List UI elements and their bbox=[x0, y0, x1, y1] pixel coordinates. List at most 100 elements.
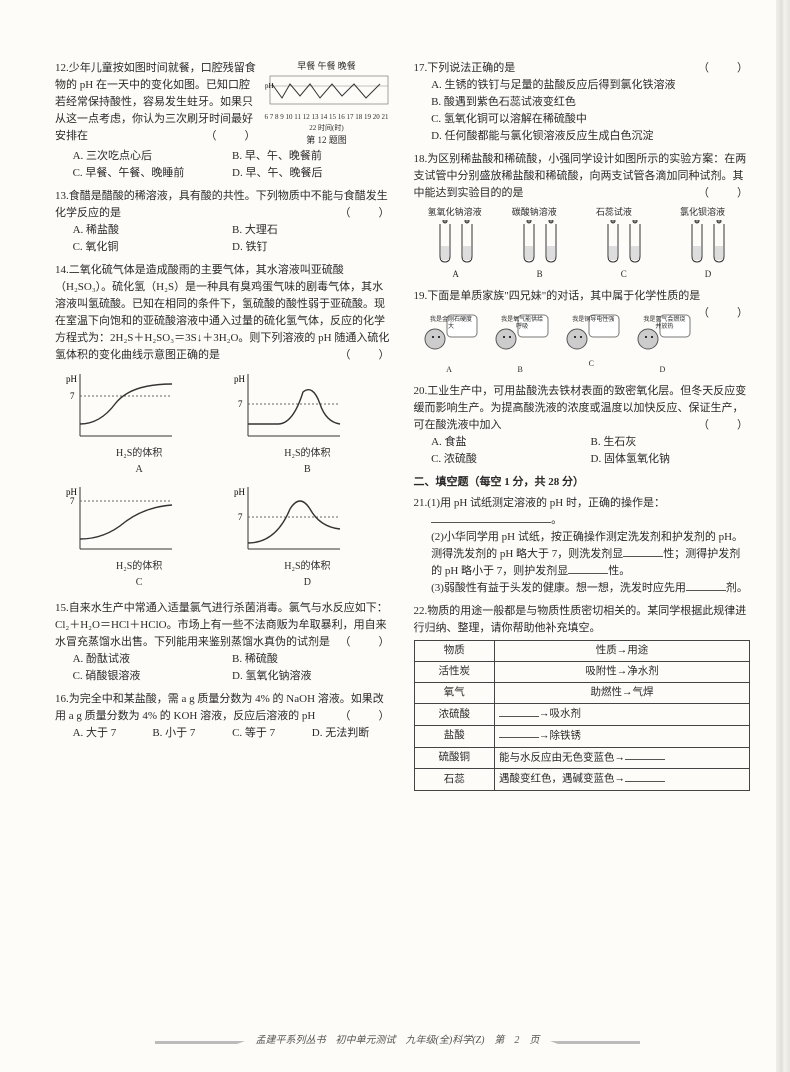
q18-tube-c: 石蕊试液 C bbox=[596, 206, 652, 282]
left-column: 早餐 午餐 晚餐 pH 6 7 8 9 10 11 12 13 14 15 16… bbox=[55, 60, 392, 797]
two-column-layout: 早餐 午餐 晚餐 pH 6 7 8 9 10 11 12 13 14 15 16… bbox=[55, 60, 750, 797]
q19-text: 下面是单质家族"四兄妹"的对话，其中属于化学性质的是 bbox=[427, 290, 700, 302]
q15-opt-b: B. 稀硫酸 bbox=[232, 651, 391, 668]
q22-blank-3 bbox=[625, 750, 665, 760]
q15-opt-a: A. 酚酞试液 bbox=[73, 651, 232, 668]
q22-r2c0: 浓硫酸 bbox=[414, 704, 495, 726]
q22-r2c1: →吸水剂 bbox=[539, 709, 581, 720]
q16-opt-c: C. 等于 7 bbox=[232, 725, 312, 742]
q22-r5c0: 石蕊 bbox=[414, 769, 495, 791]
q21-blank-3 bbox=[568, 563, 608, 574]
q14-num: 14. bbox=[55, 264, 69, 276]
q17-paren: （ ） bbox=[698, 60, 750, 77]
q15-paren: （ ） bbox=[340, 634, 392, 651]
q18-tube-a: 氢氧化钠溶液 A bbox=[428, 206, 484, 282]
q12-fig-axis: 6 7 8 9 10 11 12 13 14 15 16 17 18 19 20… bbox=[262, 112, 392, 134]
q16-num: 16. bbox=[55, 693, 69, 705]
q19-num: 19. bbox=[414, 290, 428, 302]
q22-th-0: 物质 bbox=[414, 640, 495, 661]
q19-say-c: 我是铜导电性强 bbox=[571, 317, 615, 324]
question-21: 21.(1)用 pH 试纸测定溶液的 pH 时，正确的操作是： 。 (2)小华同… bbox=[414, 495, 751, 597]
table-row: 氧气助燃性→气焊 bbox=[414, 683, 750, 704]
q18-tube-c-label: 石蕊试液 bbox=[596, 206, 652, 220]
footer-deco-right-icon bbox=[550, 1038, 640, 1044]
q14-chart-c: pH 7 H₂S的体积C bbox=[62, 481, 217, 590]
q17-opt-a: A. 生锈的铁钉与足量的盐酸反应后得到氯化铁溶液 bbox=[431, 77, 750, 94]
q14-charts: pH 7 H₂S的体积A pH 7 H₂S的体积B bbox=[55, 368, 392, 594]
q19-say-d: 我是氢气会燃烧并放热 bbox=[642, 317, 686, 330]
q15-num: 15. bbox=[55, 602, 69, 614]
svg-text:pH: pH bbox=[66, 374, 78, 384]
q22-num: 22. bbox=[414, 605, 428, 617]
q18-text: 为区别稀盐酸和稀硫酸，小强同学设计如图所示的实验方案：在两支试管中分别盛放稀盐酸… bbox=[414, 153, 747, 199]
q12-paren: （ ） bbox=[206, 128, 258, 145]
q22-th-1: 性质→用途 bbox=[495, 640, 750, 661]
table-row: 物质 性质→用途 bbox=[414, 640, 750, 661]
q16-options: A. 大于 7 B. 小于 7 C. 等于 7 D. 无法判断 bbox=[55, 725, 392, 742]
q20-opt-d: D. 固体氢氧化钠 bbox=[591, 451, 750, 468]
q12-opt-b: B. 早、午、晚餐前 bbox=[232, 148, 391, 165]
question-16: 16.为完全中和某盐酸，需 a g 质量分数为 4% 的 NaOH 溶液。如果改… bbox=[55, 691, 392, 742]
q16-opt-b: B. 小于 7 bbox=[152, 725, 232, 742]
q22-blank-4 bbox=[625, 771, 665, 781]
q22-r0c0: 活性炭 bbox=[414, 661, 495, 682]
question-13: 13.食醋是醋酸的稀溶液，具有酸的共性。下列物质中不能与食醋发生化学反应的是 （… bbox=[55, 188, 392, 256]
q17-num: 17. bbox=[414, 62, 428, 74]
question-17: 17.下列说法正确的是 （ ） A. 生锈的铁钉与足量的盐酸反应后得到氯化铁溶液… bbox=[414, 60, 751, 145]
q21-blank-4 bbox=[686, 581, 726, 592]
exam-page: 早餐 午餐 晚餐 pH 6 7 8 9 10 11 12 13 14 15 16… bbox=[0, 0, 790, 1072]
table-row: 硫酸铜能与水反应由无色变蓝色→ bbox=[414, 747, 750, 769]
q22-r1c1: 助燃性→气焊 bbox=[495, 683, 750, 704]
q14-xlabel-b: H₂S的体积 bbox=[284, 448, 330, 459]
q21-p2c: 性。 bbox=[608, 565, 630, 577]
question-20: 20.工业生产中，可用盐酸洗去铁材表面的致密氧化层。但冬天反应变缓而影响生产。为… bbox=[414, 383, 751, 468]
q16-text: 为完全中和某盐酸，需 a g 质量分数为 4% 的 NaOH 溶液。如果改用 a… bbox=[55, 693, 384, 722]
q18-num: 18. bbox=[414, 153, 428, 165]
q12-num: 12. bbox=[55, 62, 69, 74]
q22-text: 物质的用途一般都是与物质性质密切相关的。某同学根据此规律进行归纳、整理，请你帮助… bbox=[414, 605, 747, 634]
q22-r0c1: 吸附性→净水剂 bbox=[495, 661, 750, 682]
q13-opt-d: D. 铁钉 bbox=[232, 239, 391, 256]
q19-lbl-c: C bbox=[561, 358, 621, 370]
right-column: 17.下列说法正确的是 （ ） A. 生锈的铁钉与足量的盐酸反应后得到氯化铁溶液… bbox=[414, 60, 751, 797]
q15-text: 自来水生产中常通入适量氯气进行杀菌消毒。氯气与水反应如下：Cl₂＋H₂O＝HCl… bbox=[55, 602, 388, 648]
table-row: 石蕊遇酸变红色，遇碱变蓝色→ bbox=[414, 769, 750, 791]
q12-fig-meals: 早餐 午餐 晚餐 bbox=[262, 60, 392, 74]
q17-options: A. 生锈的铁钉与足量的盐酸反应后得到氯化铁溶液 B. 酸遇到紫色石蕊试液变红色… bbox=[414, 77, 751, 145]
q19-lbl-d: D bbox=[632, 364, 692, 376]
q14-label-a: A bbox=[136, 464, 143, 475]
q13-num: 13. bbox=[55, 190, 69, 202]
q13-opt-b: B. 大理石 bbox=[232, 222, 391, 239]
q14-chart-b: pH 7 H₂S的体积B bbox=[230, 368, 385, 477]
q13-text: 食醋是醋酸的稀溶液，具有酸的共性。下列物质中不能与食醋发生化学反应的是 bbox=[55, 190, 388, 219]
q14-label-b: B bbox=[304, 464, 311, 475]
q18-tube-b: 碳酸钠溶液 B bbox=[512, 206, 568, 282]
question-12: 早餐 午餐 晚餐 pH 6 7 8 9 10 11 12 13 14 15 16… bbox=[55, 60, 392, 182]
q21-p1: (1)用 pH 试纸测定溶液的 pH 时，正确的操作是： bbox=[427, 497, 665, 509]
q14-chart-a: pH 7 H₂S的体积A bbox=[62, 368, 217, 477]
q20-opt-b: B. 生石灰 bbox=[591, 434, 750, 451]
table-row: 浓硫酸 →吸水剂 bbox=[414, 704, 750, 726]
q17-opt-d: D. 任何酸都能与氯化钡溶液反应生成白色沉淀 bbox=[431, 128, 750, 145]
q19-sis-b: 我是氧气能供给呼吸 B bbox=[490, 309, 550, 377]
table-row: 活性炭吸附性→净水剂 bbox=[414, 661, 750, 682]
question-18: 18.为区别稀盐酸和稀硫酸，小强同学设计如图所示的实验方案：在两支试管中分别盛放… bbox=[414, 151, 751, 282]
q14-xlabel-c: H₂S的体积 bbox=[116, 561, 162, 572]
q13-opt-c: C. 氧化铜 bbox=[73, 239, 232, 256]
q12-figure: 早餐 午餐 晚餐 pH 6 7 8 9 10 11 12 13 14 15 16… bbox=[262, 60, 392, 148]
q22-table: 物质 性质→用途 活性炭吸附性→净水剂 氧气助燃性→气焊 浓硫酸→吸水剂 盐酸→… bbox=[414, 640, 751, 792]
q16-opt-a: A. 大于 7 bbox=[73, 725, 153, 742]
svg-text:pH: pH bbox=[234, 487, 246, 497]
book-edge bbox=[776, 0, 790, 1072]
q22-r5c1: 遇酸变红色，遇碱变蓝色→ bbox=[499, 774, 625, 785]
q21-p3: (3)弱酸性有益于头发的健康。想一想，洗发时应先用 bbox=[431, 582, 686, 594]
q19-cartoons: 我是金刚石硬度大 A 我是氧气能供给呼吸 B 我是铜导电性强 C bbox=[414, 309, 699, 377]
q14-text: 二氧化硫气体是造成酸雨的主要气体，其水溶液叫亚硫酸（H₂SO₃）。硫化氢（H₂S… bbox=[55, 264, 389, 361]
q22-r4c1: 能与水反应由无色变蓝色→ bbox=[499, 752, 625, 763]
q12-opt-c: C. 早餐、午餐、晚睡前 bbox=[73, 165, 232, 182]
q16-opt-d: D. 无法判断 bbox=[312, 725, 392, 742]
q19-lbl-a: A bbox=[419, 364, 479, 376]
q19-sis-c: 我是铜导电性强 C bbox=[561, 309, 621, 377]
q18-opt-d: D bbox=[680, 268, 736, 282]
page-footer: 孟建平系列丛书 初中单元测试 九年级(全)科学(Z) 第 2 页 bbox=[55, 1031, 740, 1046]
